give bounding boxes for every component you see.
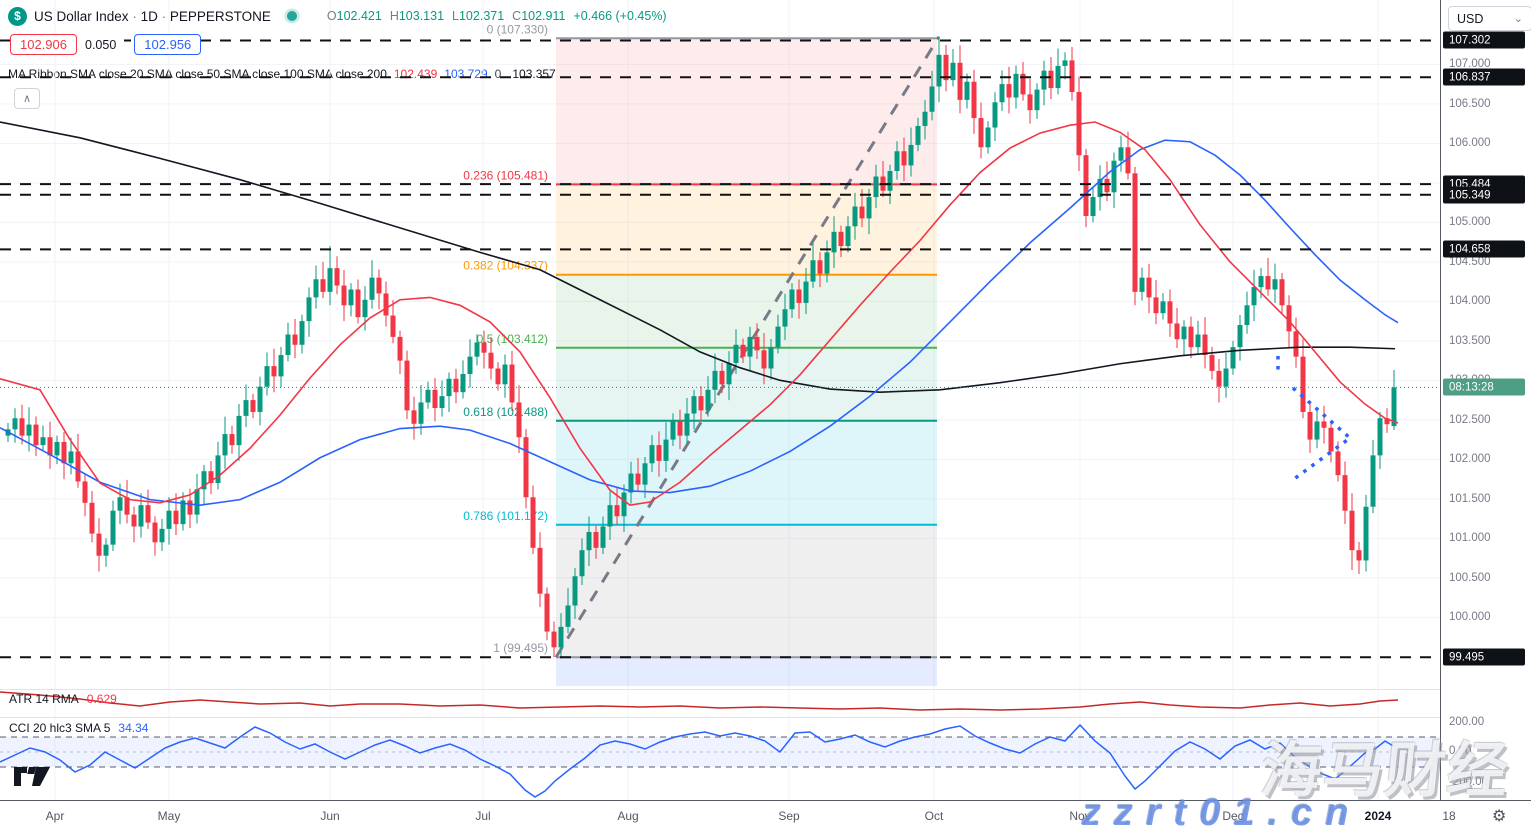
market-status-icon[interactable]	[286, 11, 297, 21]
time-axis-label: 18	[1442, 809, 1456, 823]
fib-level-label: 0.786 (101.172)	[463, 509, 548, 523]
price-axis-label: -200.00	[1449, 776, 1489, 788]
time-axis-label: Apr	[45, 809, 65, 823]
price-level-badge: 104.658	[1443, 240, 1525, 258]
sma-200-line	[0, 121, 1396, 393]
atr-legend[interactable]: ATR 14 RMA 0.629	[9, 692, 117, 706]
atr-line	[0, 691, 1399, 711]
price-level-badge: 105.349	[1443, 186, 1525, 204]
price-axis-label: 0.00	[1449, 745, 1472, 757]
price-level-badge: 99.495	[1443, 648, 1525, 666]
ohlc-values: O102.421 H103.131 L102.371 C102.911 +0.466 (…	[326, 9, 667, 23]
fib-level-label: 0.236 (105.481)	[463, 168, 548, 182]
price-axis-label: 106.500	[1449, 98, 1491, 110]
chevron-down-icon: ⌄	[1513, 13, 1523, 25]
price-axis-label: 107.000	[1449, 58, 1491, 70]
price-axis-label: 105.000	[1449, 216, 1491, 228]
sma-20-line	[0, 121, 1399, 507]
fib-level-label: 1 (99.495)	[493, 641, 548, 655]
price-axis-label: 104.000	[1449, 295, 1491, 307]
gridlines	[0, 0, 1440, 800]
price-axis-label: 102.500	[1449, 414, 1491, 426]
pane-separators	[0, 689, 1440, 718]
cci-pane	[0, 723, 1440, 798]
price-axis-label: 100.000	[1449, 611, 1491, 623]
time-axis-label: May	[157, 809, 181, 823]
price-axis-label: 103.500	[1449, 335, 1491, 347]
fib-level-label: 0.5 (103.412)	[477, 332, 548, 346]
time-axis-label: Sep	[778, 809, 800, 823]
time-axis-label: Jun	[320, 809, 340, 823]
time-axis-label: 2024	[1364, 809, 1392, 823]
cci-legend[interactable]: CCI 20 hlc3 SMA 5 34.34	[9, 721, 149, 735]
time-axis-label: Nov	[1069, 809, 1091, 823]
price-axis-label: 200.00	[1449, 716, 1485, 728]
symbol-legend[interactable]: $ US Dollar Index · 1D · PEPPERSTONE O10…	[8, 5, 667, 27]
atr-value: 0.629	[86, 692, 117, 706]
lower-price-tag[interactable]: 102.906	[10, 34, 77, 55]
price-axis-label: 104.500	[1449, 256, 1491, 268]
time-axis-label: Oct	[924, 809, 944, 823]
collapse-legend-button[interactable]: ∧	[14, 88, 40, 109]
symbol-logo-icon: $	[8, 6, 27, 26]
price-axis-label: 102.000	[1449, 453, 1491, 465]
chart-plot-area[interactable]: MA Ribbon SMA close 20 SMA close 50 SMA …	[0, 0, 1440, 800]
price-axis-label: 106.000	[1449, 137, 1491, 149]
trend-line	[554, 35, 941, 659]
axis-settings-gear-icon[interactable]: ⚙	[1492, 808, 1507, 825]
symbol-title[interactable]: US Dollar Index · 1D · PEPPERSTONE	[34, 8, 271, 24]
price-level-badge: 107.302	[1443, 31, 1525, 49]
candlesticks	[5, 36, 1397, 659]
fib-level-label: 0.382 (104.337)	[463, 259, 548, 273]
change-value: +0.466 (+0.45%)	[573, 9, 667, 23]
chevron-up-icon: ∧	[22, 93, 32, 105]
currency-selector[interactable]: USD ⌄	[1448, 6, 1531, 31]
time-axis-label: Jul	[475, 809, 491, 823]
price-level-badge: 106.837	[1443, 68, 1525, 86]
fibonacci-retracement: 0 (107.330) 0.236 (105.481) 0.382 (104.337…	[463, 22, 937, 687]
time-axis[interactable]: ⚙ Apr May Jun Jul Aug Sep Oct Nov Dec 2024 18	[0, 800, 1531, 832]
level-lines	[0, 39, 1440, 659]
price-axis-label: 101.000	[1449, 532, 1491, 544]
price-tool-row: 102.906 0.050 102.956	[10, 34, 202, 55]
spread-value: 0.050	[77, 35, 125, 54]
time-axis-label: Aug	[617, 809, 639, 823]
time-axis-label: Dec	[1222, 809, 1244, 823]
cci-value: 34.34	[118, 721, 149, 735]
tradingview-logo-icon[interactable]	[12, 762, 52, 795]
fib-level-label: 0.618 (102.488)	[463, 405, 548, 419]
ma100-value: 0	[494, 67, 502, 81]
fib-level-label: 0 (107.330)	[487, 22, 548, 36]
upper-price-tag[interactable]: 102.956	[134, 34, 202, 55]
moving-average-lines	[0, 121, 1399, 507]
price-axis[interactable]: USD ⌄ 107.000 106.500 106.000 105.000 104.50…	[1440, 0, 1531, 832]
chart-canvas[interactable]: 0 (107.330) 0.236 (105.481) 0.382 (104.337…	[0, 0, 1440, 800]
drawing-annotation	[1276, 356, 1353, 481]
ma50-value: 103.729	[444, 67, 488, 81]
sma-50-line	[0, 139, 1399, 506]
price-axis-label: 101.500	[1449, 493, 1491, 505]
price-axis-label: 100.500	[1449, 572, 1491, 584]
countdown-badge: 08:13:28	[1443, 378, 1525, 396]
